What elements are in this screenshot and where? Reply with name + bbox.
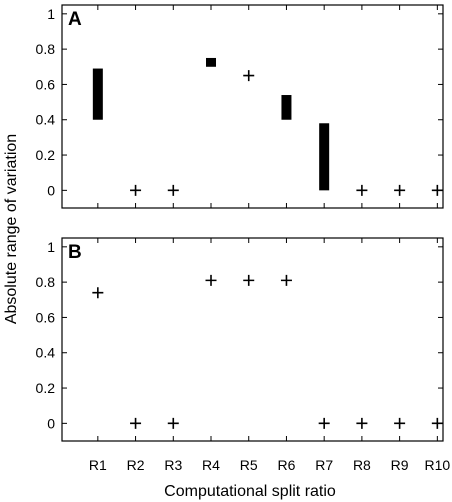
point-r9 <box>394 184 406 196</box>
y-tick-label: 0.8 <box>36 41 56 57</box>
x-tick-label-r8: R8 <box>353 457 371 473</box>
point-r10 <box>431 184 443 196</box>
point-r1 <box>92 287 104 299</box>
range-bar-r4 <box>206 57 217 67</box>
panel-label: B <box>68 242 82 263</box>
point-r2 <box>130 184 142 196</box>
y-tick-label: 0.6 <box>36 309 56 325</box>
y-tick-label: 0.4 <box>36 112 56 128</box>
x-tick-label-r9: R9 <box>391 457 409 473</box>
x-tick-label-r10: R10 <box>424 457 450 473</box>
x-tick-label-r5: R5 <box>240 457 258 473</box>
point-r2 <box>130 417 142 429</box>
point-r8 <box>356 184 368 196</box>
x-tick-label-r7: R7 <box>315 457 333 473</box>
point-r3 <box>167 417 179 429</box>
point-r9 <box>394 417 406 429</box>
y-tick-label: 0 <box>47 415 55 431</box>
y-tick-label: 1 <box>47 239 55 255</box>
plot-frame <box>61 4 444 209</box>
point-r4 <box>205 274 217 286</box>
y-tick-label: 0.2 <box>36 147 56 163</box>
x-axis-title: Computational split ratio <box>164 483 336 500</box>
plot-frame <box>61 237 444 442</box>
range-bar-r6 <box>281 95 292 120</box>
point-r8 <box>356 417 368 429</box>
x-tick-label-r4: R4 <box>202 457 220 473</box>
y-tick-label: 0.4 <box>36 345 56 361</box>
x-tick-labels: R1 R2 R3 R4 R5 R6 R7 R8 R9 R10 <box>89 457 451 473</box>
point-r5 <box>243 274 255 286</box>
x-tick-label-r1: R1 <box>89 457 107 473</box>
range-bar-r7 <box>319 123 330 191</box>
point-r7 <box>318 417 330 429</box>
panel-b: 0 0.2 0.4 0.6 0.8 1 B <box>36 237 444 442</box>
y-axis-title: Absolute range of variation <box>3 134 20 324</box>
x-tick-label-r2: R2 <box>127 457 145 473</box>
point-r3 <box>167 184 179 196</box>
y-tick-label: 1 <box>47 6 55 22</box>
y-tick-label: 0 <box>47 182 55 198</box>
point-r5 <box>243 70 255 82</box>
point-r6 <box>280 274 292 286</box>
y-tick-label: 0.6 <box>36 76 56 92</box>
panel-label: A <box>68 9 82 30</box>
panel-a: 0 0.2 0.4 0.6 0.8 1 A <box>36 4 444 209</box>
x-tick-label-r6: R6 <box>277 457 295 473</box>
y-tick-label: 0.2 <box>36 380 56 396</box>
range-bar-r1 <box>92 68 103 120</box>
x-tick-label-r3: R3 <box>164 457 182 473</box>
y-tick-label: 0.8 <box>36 274 56 290</box>
point-r10 <box>431 417 443 429</box>
